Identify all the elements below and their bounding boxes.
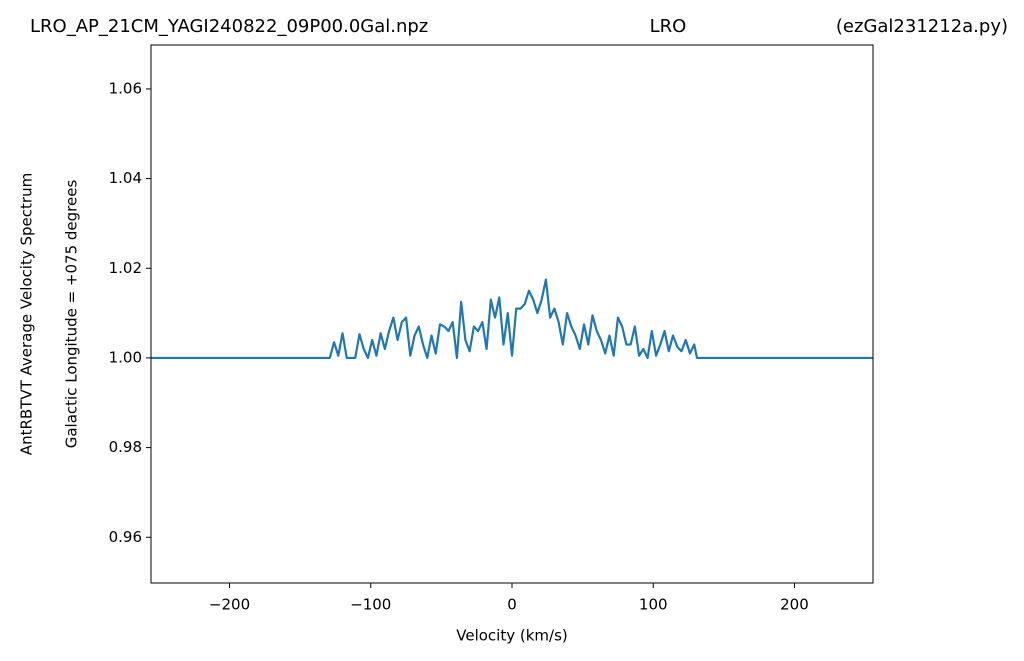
y-axis-label: Galactic Longitude = +075 degrees	[63, 180, 81, 449]
x-tick-label: −200	[209, 596, 250, 614]
y-axis-label: AntRBTVT Average Velocity Spectrum	[18, 173, 36, 455]
x-axis-label: Velocity (km/s)	[456, 627, 567, 645]
chart-title: LRO_AP_21CM_YAGI240822_09P00.0Gal.npz	[30, 16, 428, 37]
chart-title: LRO	[650, 16, 687, 37]
y-tick-label: 1.02	[109, 259, 142, 277]
y-tick-label: 0.96	[109, 528, 142, 546]
data-line	[151, 278, 873, 360]
y-tick-label: 1.04	[109, 169, 142, 187]
x-tick-label: −100	[350, 596, 391, 614]
y-tick-label: 1.00	[109, 348, 142, 366]
y-tick-label: 0.98	[109, 438, 142, 456]
x-tick-label: 100	[639, 596, 668, 614]
plot-frame	[150, 44, 874, 584]
y-tick-label: 1.06	[109, 79, 142, 97]
chart-title: (ezGal231212a.py)	[836, 16, 1008, 37]
x-tick-label: 200	[780, 596, 809, 614]
x-tick-label: 0	[507, 596, 517, 614]
